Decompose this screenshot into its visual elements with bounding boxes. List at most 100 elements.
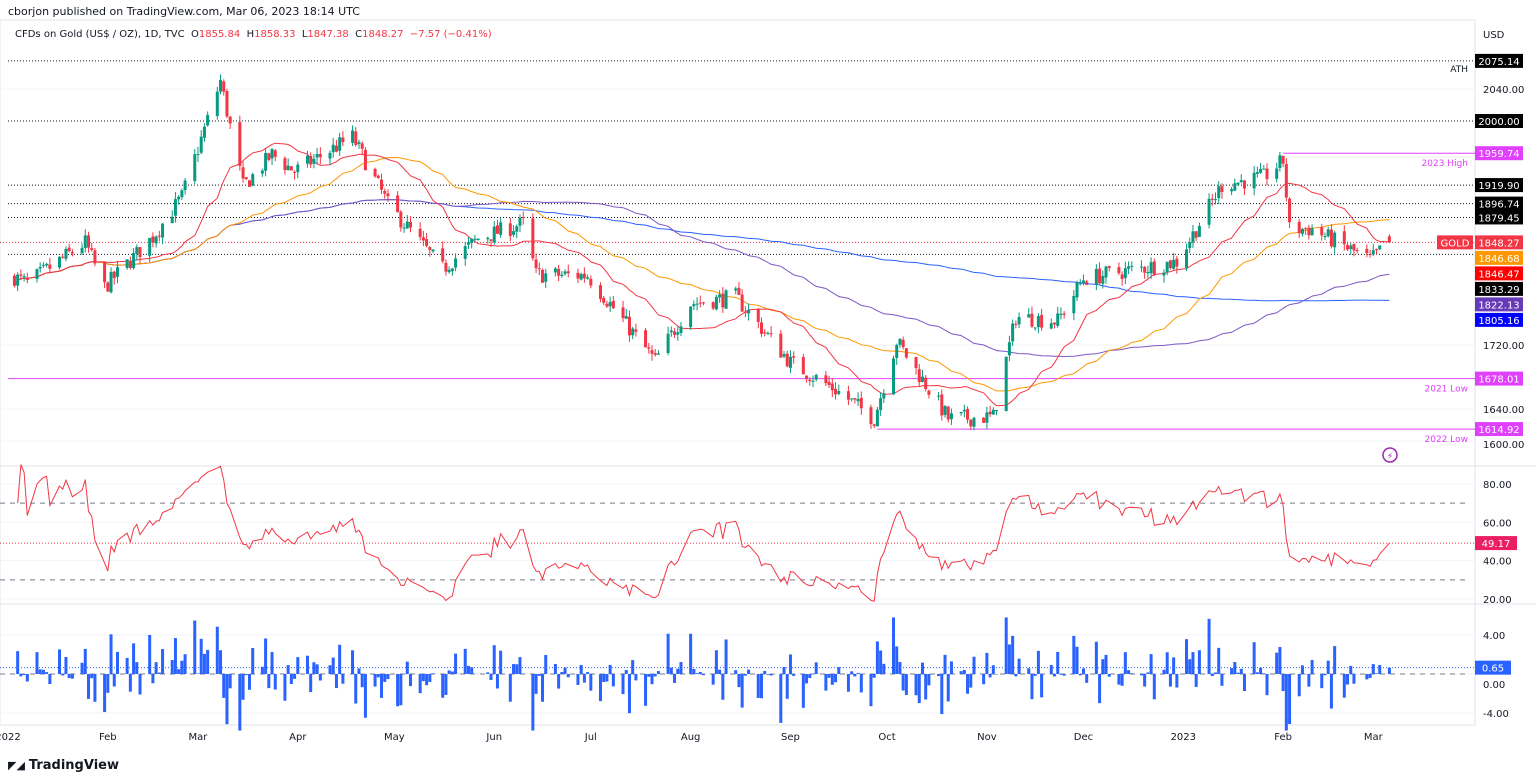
time-axis-label: Mar — [189, 732, 209, 743]
price-axis-tag-label: 1805.16 — [1478, 316, 1519, 327]
candle-body — [808, 379, 812, 381]
momentum-bar — [1007, 644, 1011, 674]
open-value: 1855.84 — [198, 29, 241, 40]
momentum-bar — [1040, 674, 1044, 698]
momentum-bar — [759, 674, 763, 699]
momentum-bar — [1320, 674, 1324, 689]
candle-body — [103, 262, 107, 283]
momentum-bar — [846, 674, 850, 692]
candle-body — [598, 285, 602, 299]
candle-body — [402, 227, 406, 229]
momentum-bar — [689, 633, 693, 674]
candle-body — [1378, 245, 1382, 250]
candle-body — [1152, 261, 1156, 275]
candle-body — [1139, 266, 1143, 268]
candle-body — [830, 383, 834, 391]
momentum-bar — [399, 674, 403, 706]
momentum-bar — [1259, 667, 1263, 674]
momentum-bar — [512, 664, 516, 674]
candle-body — [421, 237, 425, 241]
momentum-bar — [202, 653, 206, 674]
momentum-bar — [1329, 674, 1333, 709]
price-axis-tag — [1475, 371, 1523, 386]
momentum-bar — [669, 667, 673, 674]
candle-body — [627, 316, 631, 336]
candle-body — [1127, 266, 1131, 269]
momentum-bar — [273, 674, 277, 690]
candle-body — [541, 269, 545, 283]
momentum-bar — [702, 674, 706, 676]
candle-body — [1275, 168, 1279, 179]
momentum-bar — [1120, 674, 1124, 686]
momentum-bar — [1139, 674, 1143, 676]
candle-body — [805, 375, 809, 379]
candle-body — [202, 126, 206, 138]
momentum-bar — [589, 674, 593, 691]
momentum-bar — [1011, 635, 1015, 674]
price-axis-tag-label: 2000.00 — [1478, 117, 1519, 128]
candle-body — [93, 250, 97, 264]
candle-body — [492, 226, 496, 243]
momentum-bar — [827, 674, 831, 678]
momentum-bar — [792, 674, 796, 676]
candle-body — [360, 143, 364, 149]
momentum-bar — [1152, 674, 1156, 700]
price-axis-tag — [1475, 297, 1523, 312]
momentum-bar — [1300, 665, 1304, 674]
candle-body — [1342, 231, 1346, 245]
momentum-bar — [692, 668, 696, 674]
momentum-bar — [869, 674, 873, 707]
candle-body — [882, 393, 886, 399]
momentum-bar — [1368, 674, 1372, 679]
candle-body — [834, 388, 838, 395]
candle-body — [695, 303, 699, 305]
momentum-bar — [48, 674, 52, 685]
candle-body — [737, 287, 741, 295]
momentum-bar — [747, 669, 751, 674]
candle-body — [489, 239, 493, 241]
momentum-bar — [676, 668, 680, 674]
candle-body — [521, 216, 525, 218]
candle-body — [1387, 236, 1391, 243]
candle-body — [711, 302, 715, 309]
low-value: 1847.38 — [307, 29, 349, 40]
candle-body — [273, 150, 277, 157]
momentum-bar — [80, 662, 84, 674]
momentum-bar — [1378, 665, 1382, 674]
candle-body — [334, 145, 338, 152]
momentum-bar — [376, 674, 380, 678]
candle-body — [579, 274, 583, 280]
momentum-bar — [914, 674, 918, 696]
momentum-bar — [1117, 674, 1121, 685]
momentum-bar — [183, 654, 187, 674]
candle-body — [61, 256, 65, 258]
candle-body — [756, 309, 760, 322]
price-axis-tag — [1475, 53, 1523, 68]
candle-body — [940, 394, 944, 416]
candle-body — [1081, 280, 1085, 283]
candle-body — [1210, 198, 1214, 200]
momentum-value-label: 0.65 — [1482, 664, 1504, 675]
candle-body — [199, 136, 203, 153]
momentum-bar — [318, 674, 322, 681]
momentum-bar — [1387, 667, 1391, 674]
candle-body — [1036, 316, 1040, 328]
momentum-bar — [315, 664, 319, 674]
momentum-bar — [148, 634, 152, 674]
candle-body — [605, 303, 609, 307]
momentum-bar — [22, 674, 26, 676]
price-axis-tag-label: 1822.13 — [1478, 300, 1519, 311]
sma-200-line — [13, 199, 1390, 302]
candle-body — [1217, 186, 1221, 199]
momentum-bar — [454, 653, 458, 674]
currency-label: USD — [1483, 30, 1505, 41]
momentum-bar — [1053, 674, 1056, 677]
momentum-bar — [396, 674, 400, 707]
candle-body — [151, 236, 155, 243]
candle-body — [1265, 168, 1269, 180]
candle-body — [879, 398, 883, 411]
candle-body — [154, 236, 158, 244]
candle-body — [1017, 317, 1021, 325]
candle-body — [557, 268, 561, 276]
